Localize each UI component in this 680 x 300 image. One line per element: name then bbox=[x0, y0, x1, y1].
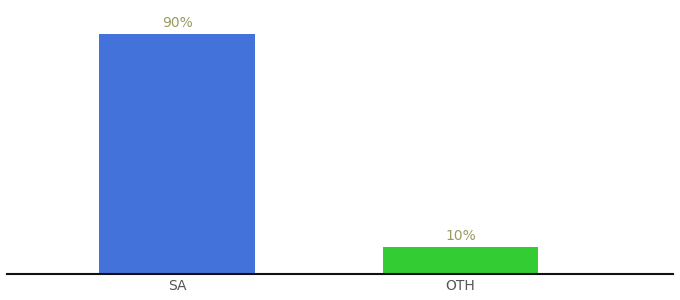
Bar bbox=[383, 248, 539, 274]
Text: 10%: 10% bbox=[445, 230, 476, 244]
Bar bbox=[99, 34, 255, 274]
Text: 90%: 90% bbox=[162, 16, 192, 30]
